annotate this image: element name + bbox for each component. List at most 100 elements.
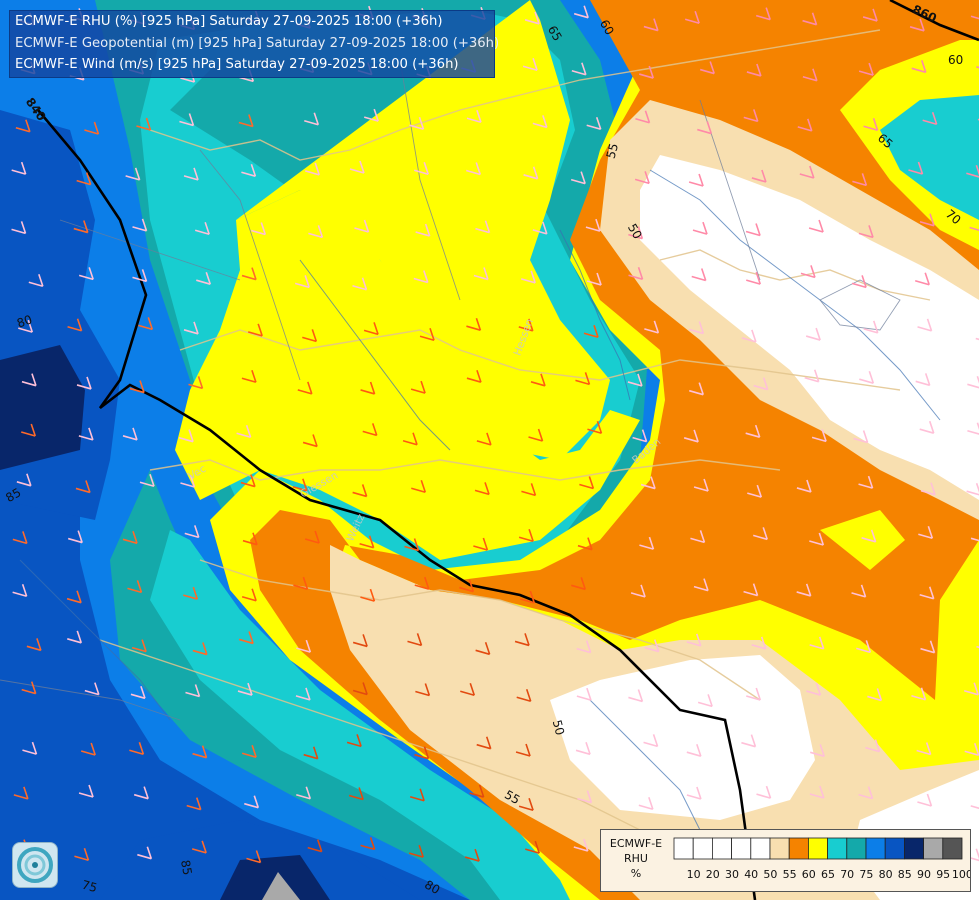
legend-tick-label: 55 [783, 868, 797, 881]
wind-barb [413, 270, 429, 284]
wind-barb [475, 220, 491, 234]
wind-barb [122, 427, 138, 441]
wind-barb [236, 425, 252, 439]
wind-barb [684, 10, 700, 24]
wind-barb [363, 108, 379, 122]
wind-barb [916, 742, 932, 756]
wind-barb [575, 742, 591, 756]
wind-barb [127, 580, 143, 594]
wind-barb [808, 219, 824, 233]
wind-barb [528, 428, 544, 442]
geopotential-840-line [37, 109, 757, 900]
wind-barb [809, 744, 825, 758]
wind-barb [851, 584, 867, 598]
wind-barb [579, 476, 595, 490]
wind-barb [139, 473, 155, 488]
wind-barb [809, 785, 825, 799]
wind-barb [964, 743, 979, 757]
wind-barb [800, 265, 816, 279]
wind-barb [22, 741, 38, 755]
wind-barb [915, 373, 931, 387]
wind-barb [743, 109, 759, 123]
wind-barb [571, 62, 587, 76]
wind-barb [304, 112, 320, 126]
wind-barb [858, 225, 874, 239]
wind-barb [577, 537, 593, 551]
wind-barb [796, 479, 812, 493]
wind-barb [746, 63, 762, 77]
rhu-label-85-a: 85 [3, 485, 23, 505]
wind-barb [137, 846, 153, 860]
wind-barb [409, 116, 425, 130]
wind-barb [745, 223, 761, 237]
wind-barb [755, 7, 771, 21]
legend-swatch [712, 837, 733, 860]
wind-barb [67, 530, 83, 544]
wind-barb [530, 373, 546, 387]
wind-barb [305, 162, 320, 176]
wind-barb [13, 786, 29, 800]
wind-barb [191, 840, 207, 854]
wind-barb [74, 847, 90, 861]
rhu-label-50-a: 50 [625, 221, 645, 241]
wind-barb [130, 686, 146, 700]
wind-barb [863, 320, 879, 334]
wind-barb [573, 5, 589, 19]
wind-barb [238, 631, 254, 645]
wind-barb [583, 324, 599, 339]
wind-barb [241, 267, 257, 281]
wind-barb [586, 272, 602, 286]
wind-barb [747, 484, 763, 498]
wind-barb [188, 376, 204, 390]
wind-barb [11, 221, 27, 235]
legend-title-unit: % [630, 867, 642, 880]
wind-barb [84, 682, 100, 696]
wind-barb [522, 58, 538, 72]
wind-barb [639, 65, 655, 79]
wind-barb [466, 317, 482, 331]
wind-barb [570, 171, 586, 185]
wind-barb [751, 169, 767, 183]
wind-barb [858, 786, 874, 800]
wind-barb [362, 423, 378, 437]
wind-barb [917, 793, 933, 807]
wind-barb [858, 475, 874, 489]
wind-barb [192, 745, 208, 759]
wind-barb [292, 478, 308, 492]
wind-barb [796, 583, 812, 597]
wind-barb [628, 689, 644, 703]
wind-barb [852, 173, 868, 187]
wind-barb [476, 432, 492, 446]
wind-barb [67, 630, 83, 644]
wind-barb [12, 584, 28, 598]
wind-barb [473, 537, 489, 551]
wind-barb [809, 532, 825, 546]
wind-barb [689, 321, 705, 335]
wind-barb [352, 277, 368, 291]
wind-barb [180, 474, 196, 488]
legend-swatch [750, 837, 771, 860]
borders-layer [99, 29, 931, 831]
wind-barb [186, 797, 202, 811]
wind-barb [244, 795, 260, 809]
wind-barb [78, 784, 94, 798]
legend-title: ECMWF-E RHU % [603, 836, 669, 881]
wind-barb [241, 369, 257, 383]
rhu-label-80-b: 80 [422, 877, 442, 897]
wind-barb [911, 60, 927, 74]
wind-barb [518, 528, 534, 542]
wind-barb [359, 535, 375, 549]
wind-barb [360, 381, 376, 395]
wind-barb [138, 317, 154, 331]
wind-barb [627, 373, 643, 387]
wind-barb [414, 576, 430, 590]
rhu-field-50-north [640, 155, 979, 500]
legend-tick-label: 80 [879, 868, 893, 881]
wind-barb [628, 226, 644, 240]
rhu-label-50-b: 50 [550, 718, 567, 736]
wind-barb [349, 160, 365, 174]
wind-barb [521, 483, 537, 497]
wind-barb [75, 480, 91, 494]
wind-barb [419, 327, 435, 342]
